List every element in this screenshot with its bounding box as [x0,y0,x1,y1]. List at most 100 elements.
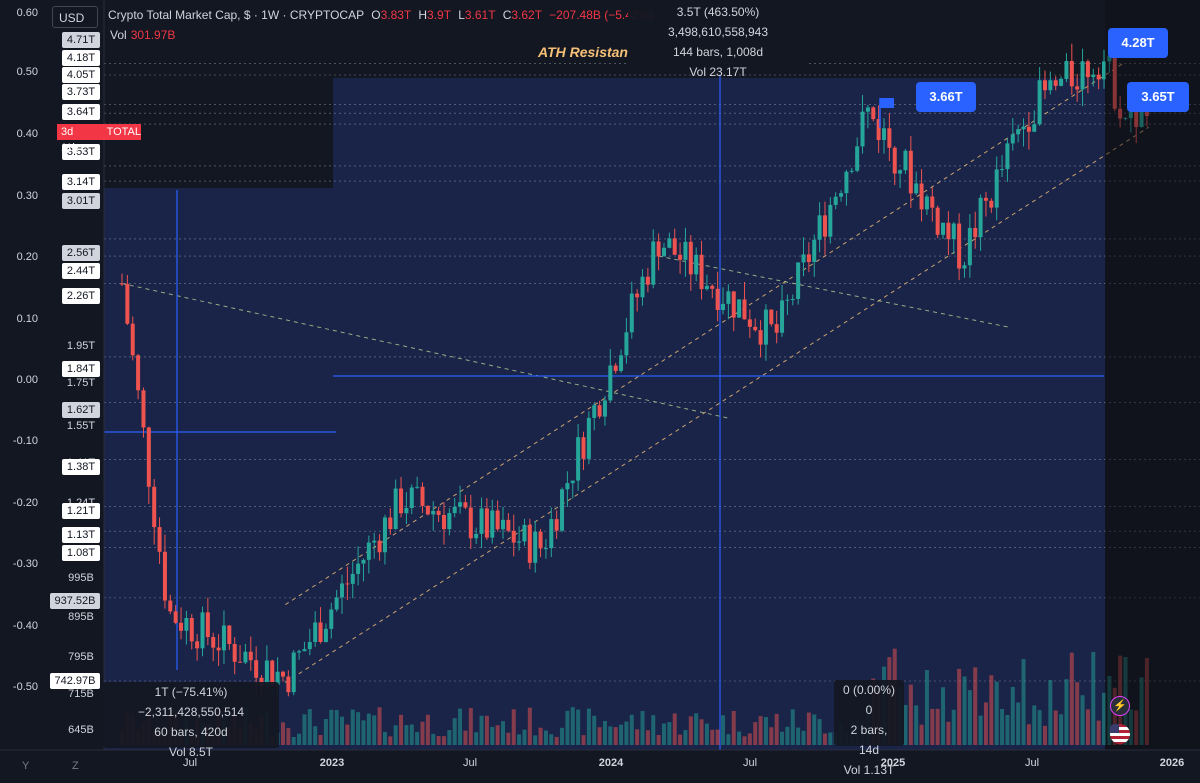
volume-bar [447,730,452,745]
candle-body [195,641,200,649]
price-tag: 1.95T [66,340,96,352]
volume-bar [1000,709,1005,745]
candle-body [817,215,822,240]
measure-box-drop[interactable]: 1T (−75.41%) −2,311,428,550,514 60 bars,… [103,682,279,759]
candle-body [189,617,194,642]
flash-icon[interactable]: ⚡ [1110,696,1130,716]
volume-bar [758,716,763,745]
price-tag: 1.21T [62,503,100,519]
candle-body [173,611,178,623]
candle-body [1042,80,1047,91]
candle-body [951,223,956,240]
volume-bar [1010,686,1015,745]
volume-bar [661,723,666,745]
candle-body [254,660,259,678]
symbol-title[interactable]: Crypto Total Market Cap, $ · 1W · CRYPTO… [108,8,364,22]
candle-body [490,510,495,538]
candle-body [731,291,736,318]
candle-body [533,531,538,563]
callout-3-66t[interactable]: 3.66T [916,82,976,112]
trend-channel-line [285,126,1149,683]
measure-box-flat[interactable]: 0 (0.00%) 0 2 bars, 14d Vol 1.13T [834,680,904,777]
volume-bar [356,712,361,745]
log-scale-toggle[interactable]: Y [22,760,30,772]
candle-body [506,519,511,531]
candle-body [871,107,876,120]
candle-body [1134,101,1139,128]
us-flag-icon[interactable] [1110,724,1130,744]
zoom-toggle[interactable]: Z [72,760,79,772]
candle-body [1112,55,1117,109]
candle-body [737,299,742,318]
left-axis-tick: 0.00 [16,374,38,386]
volume-bar [731,710,736,745]
volume-bar [1128,709,1133,745]
candle-body [495,510,500,530]
volume-bar [919,724,924,745]
candle-body [200,612,205,649]
candle-body [855,146,860,171]
candle-body [946,222,951,240]
candle-body [463,502,468,508]
candle-body [136,355,141,391]
volume-bar [1005,714,1010,745]
candle-body [211,637,216,648]
candle-body [264,660,269,686]
volume-bar [742,736,747,745]
candle-body [1080,61,1085,90]
candle-body [468,507,473,539]
volume-bar [490,726,495,745]
left-axis-tick: -0.30 [12,558,38,570]
volume-bar [366,713,371,745]
volume-bar [452,718,457,745]
volume-bar [962,676,967,745]
candle-body [1139,104,1144,128]
candle-body [957,223,962,269]
volume-bar [822,733,827,745]
candle-body [436,510,441,515]
volume-bar [908,684,913,745]
candle-body [334,597,339,610]
candle-body [1000,169,1005,171]
candle-body [1021,126,1026,130]
candle-body [415,486,420,488]
volume-bar [511,709,516,745]
volume-bar [1112,687,1117,745]
candle-body [806,254,811,263]
candle-body [973,227,978,238]
candle-body [125,283,130,324]
volume-bar [576,709,581,745]
measure-box-rise[interactable]: 3.5T (463.50%) 3,498,610,558,943 144 bar… [628,2,808,79]
candle-body [1123,118,1128,120]
candle-body [179,622,184,631]
volume-bar [619,724,624,745]
volume-bar [672,713,677,745]
candle-body [307,642,312,650]
callout-3-65t[interactable]: 3.65T [1127,82,1189,112]
price-tag: 3.01T [62,193,100,209]
candle-body [860,111,865,147]
price-tag: 742.97B [50,673,100,689]
volume-bar [560,727,565,745]
candle-body [291,652,296,693]
candle-body [361,559,366,564]
volume-bar [1042,725,1047,745]
volume-bar [1021,659,1026,745]
candle-body [967,227,972,266]
candle-body [340,583,345,598]
volume-bar [994,681,999,745]
volume-bar [812,714,817,745]
currency-button[interactable]: USD [52,6,98,28]
flag-icon [880,98,894,108]
volume-bar [640,711,645,745]
price-tag: 3.73T [62,84,100,100]
candle-body [447,513,452,530]
volume-bar [345,724,350,745]
candle-body [420,486,425,506]
callout-4-28t[interactable]: 4.28T [1108,28,1168,58]
volume-bar [399,714,404,745]
time-axis-label: 2024 [598,757,624,769]
volume-bar [1075,682,1080,745]
candle-body [694,254,699,275]
